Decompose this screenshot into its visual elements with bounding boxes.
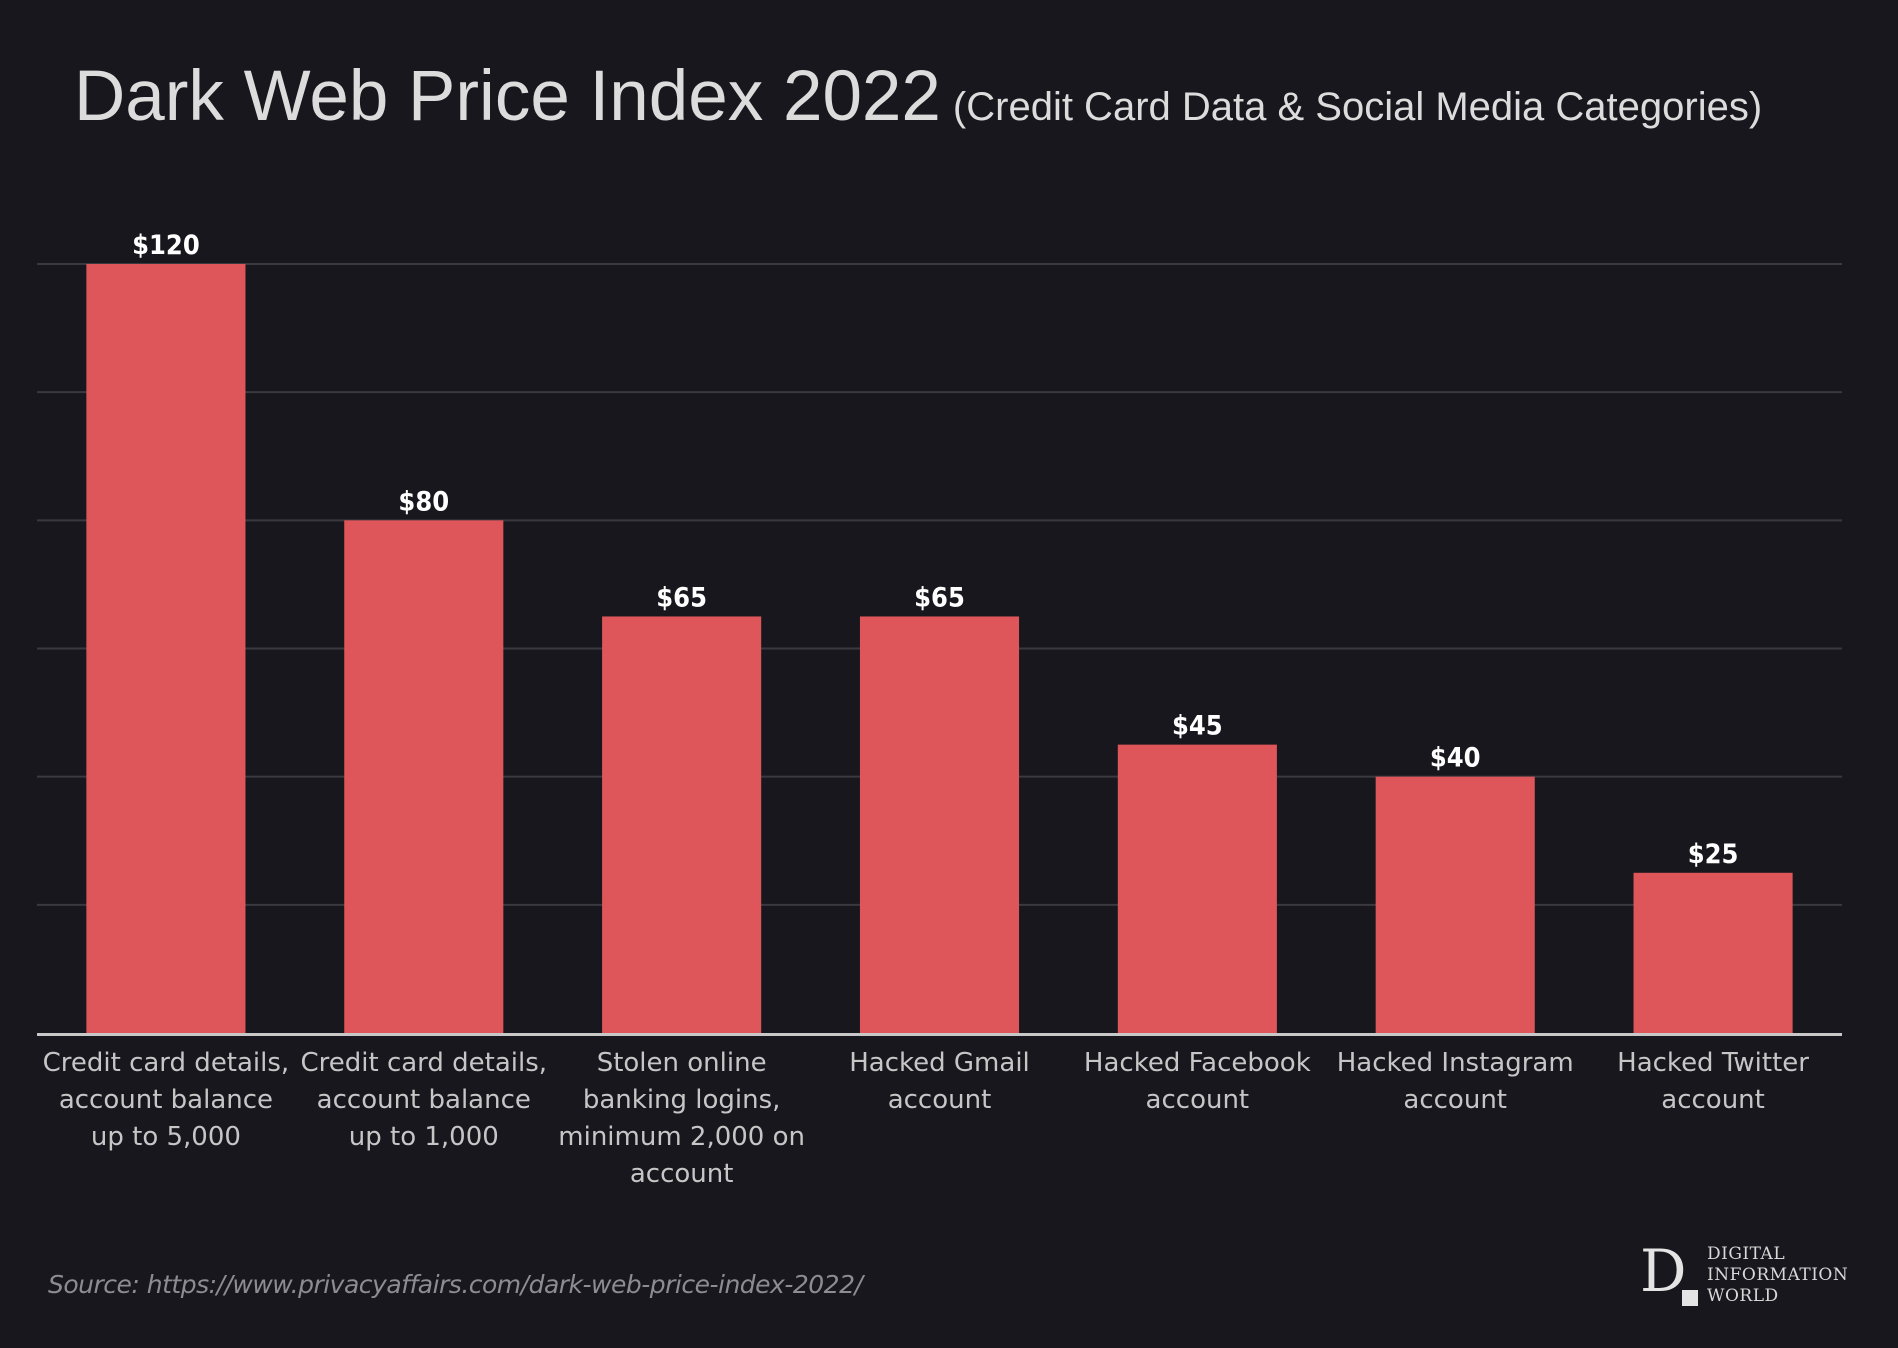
category-label-line: account bbox=[1661, 1085, 1765, 1115]
logo-line: DIGITAL bbox=[1707, 1244, 1786, 1264]
bar bbox=[86, 264, 246, 1033]
category-label-line: Credit card details, bbox=[300, 1048, 547, 1078]
bar bbox=[1117, 744, 1277, 1033]
category-label-line: account balance bbox=[317, 1085, 531, 1115]
category-label-line: Hacked Instagram bbox=[1337, 1048, 1574, 1078]
category-label: Hacked Instagram account bbox=[1337, 1048, 1574, 1115]
bar bbox=[859, 616, 1020, 1033]
value-label: $40 bbox=[1430, 743, 1481, 774]
category-label-line: account bbox=[888, 1085, 992, 1115]
logo-line: INFORMATION bbox=[1707, 1265, 1849, 1285]
category-label-line: Credit card details, bbox=[43, 1048, 290, 1078]
category-label: Stolen online banking logins, minimum 2,00… bbox=[558, 1048, 805, 1189]
value-label: $25 bbox=[1688, 839, 1739, 870]
category-label: Hacked Twitter account bbox=[1617, 1048, 1809, 1115]
category-label-line: Hacked Twitter bbox=[1617, 1048, 1809, 1078]
category-label-line: banking logins, bbox=[583, 1085, 781, 1115]
category-label-line: account bbox=[1146, 1085, 1250, 1115]
logo-text: DIGITAL INFORMATION WORLD bbox=[1707, 1244, 1848, 1307]
value-labels: $120 $80 $65 $65 $45 $40 $25 bbox=[132, 230, 1738, 870]
logo-mark: D bbox=[1640, 1237, 1687, 1305]
category-label-line: up to 1,000 bbox=[349, 1122, 499, 1152]
source-note: Source: https://www.privacyaffairs.com/d… bbox=[48, 1270, 863, 1299]
category-label-line: Stolen online bbox=[597, 1048, 767, 1078]
bar bbox=[344, 520, 504, 1033]
category-label: Hacked Facebook account bbox=[1084, 1048, 1311, 1115]
category-label: Credit card details, account balance up to… bbox=[300, 1048, 547, 1152]
logo-line: WORLD bbox=[1707, 1286, 1779, 1306]
category-label-line: account bbox=[1403, 1085, 1507, 1115]
bar bbox=[602, 616, 762, 1033]
logo-square-icon bbox=[1682, 1290, 1698, 1306]
value-label: $65 bbox=[914, 582, 965, 613]
value-label: $45 bbox=[1172, 711, 1223, 742]
chart-subtitle: (Credit Card Data & Social Media Categor… bbox=[952, 85, 1763, 129]
bars bbox=[86, 264, 1793, 1033]
value-label: $80 bbox=[398, 486, 449, 517]
chart-title: Dark Web Price Index 2022 bbox=[74, 57, 941, 136]
bar bbox=[1633, 872, 1793, 1033]
category-label-line: Hacked Facebook bbox=[1084, 1048, 1311, 1078]
category-label-line: account bbox=[630, 1159, 734, 1189]
value-label: $120 bbox=[132, 230, 200, 261]
chart-title-block: Dark Web Price Index 2022 (Credit Card Da… bbox=[74, 56, 1762, 137]
category-label-line: up to 5,000 bbox=[91, 1122, 241, 1152]
value-label: $65 bbox=[656, 582, 707, 613]
category-label-line: Hacked Gmail bbox=[849, 1048, 1030, 1078]
bar bbox=[1375, 776, 1535, 1033]
category-labels: Credit card details, account balance up to… bbox=[43, 1048, 1810, 1189]
category-label: Hacked Gmail account bbox=[849, 1048, 1030, 1115]
category-label-line: account balance bbox=[59, 1085, 273, 1115]
digital-information-world-logo: D DIGITAL INFORMATION WORLD bbox=[1640, 1242, 1860, 1312]
category-label: Credit card details, account balance up to… bbox=[43, 1048, 290, 1152]
category-label-line: minimum 2,000 on bbox=[558, 1122, 805, 1152]
